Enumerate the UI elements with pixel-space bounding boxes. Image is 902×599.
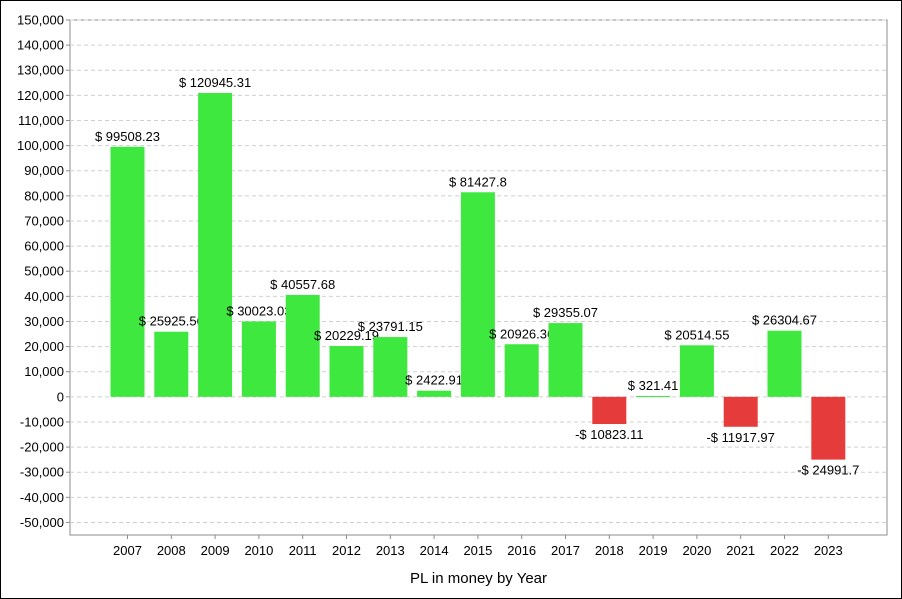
x-axis-title: PL in money by Year (410, 570, 547, 587)
y-tick-label: 60,000 (24, 239, 64, 254)
x-tick-label: 2017 (551, 543, 580, 558)
data-label: -$ 24991.7 (797, 463, 859, 478)
x-tick-label: 2007 (113, 543, 142, 558)
y-tick-label: 120,000 (17, 88, 64, 103)
data-label: $ 29355.07 (533, 305, 598, 320)
y-tick-label: 30,000 (24, 314, 64, 329)
data-label: $ 20926.36 (489, 326, 554, 341)
bar[interactable] (110, 146, 145, 397)
y-tick-label: 10,000 (24, 364, 64, 379)
x-tick-label: 2020 (682, 543, 711, 558)
x-tick-label: 2019 (639, 543, 668, 558)
bar[interactable] (198, 92, 233, 397)
bar[interactable] (548, 323, 583, 397)
y-tick-label: 80,000 (24, 188, 64, 203)
x-tick-label: 2023 (814, 543, 843, 558)
data-label: $ 30023.03 (226, 303, 291, 318)
y-tick-label: 20,000 (24, 339, 64, 354)
bar[interactable] (592, 396, 627, 425)
y-tick-label: 100,000 (17, 138, 64, 153)
data-label: -$ 10823.11 (575, 427, 643, 442)
bar[interactable] (417, 390, 452, 397)
y-tick-label: 0 (57, 389, 64, 404)
x-tick-label: 2012 (332, 543, 361, 558)
bar[interactable] (285, 294, 320, 397)
y-tick-label: 140,000 (17, 38, 64, 53)
bar[interactable] (723, 396, 758, 427)
data-label: $ 321.41 (628, 378, 679, 393)
y-tick-label: 110,000 (18, 113, 64, 128)
y-tick-label: -10,000 (20, 414, 64, 429)
data-label: $ 20514.55 (664, 327, 729, 342)
bar[interactable] (329, 346, 364, 397)
bar[interactable] (679, 345, 714, 397)
bar[interactable] (504, 344, 539, 397)
data-label: $ 2422.91 (405, 373, 463, 388)
y-tick-label: -30,000 (20, 465, 64, 480)
bar[interactable] (767, 330, 802, 397)
data-label: $ 81427.8 (449, 174, 507, 189)
bar[interactable] (460, 192, 495, 397)
data-label: $ 99508.23 (95, 129, 160, 144)
y-tick-label: -20,000 (20, 440, 64, 455)
bar[interactable] (154, 331, 189, 397)
x-tick-label: 2021 (726, 543, 755, 558)
bar[interactable] (811, 396, 846, 460)
x-tick-label: 2014 (420, 543, 449, 558)
data-label: $ 120945.31 (179, 75, 251, 90)
x-tick-label: 2016 (507, 543, 536, 558)
data-label: -$ 11917.97 (706, 430, 774, 445)
y-tick-label: 90,000 (24, 163, 64, 178)
data-label: $ 40557.68 (270, 277, 335, 292)
x-tick-label: 2015 (463, 543, 492, 558)
bar[interactable] (373, 337, 408, 397)
y-tick-label: -50,000 (20, 515, 64, 530)
x-tick-label: 2013 (376, 543, 405, 558)
x-tick-label: 2018 (595, 543, 624, 558)
data-label: $ 23791.15 (358, 319, 423, 334)
x-tick-label: 2022 (770, 543, 799, 558)
y-tick-label: 70,000 (24, 213, 64, 228)
y-tick-label: 40,000 (24, 289, 64, 304)
data-label: $ 26304.67 (752, 313, 817, 328)
x-tick-label: 2008 (157, 543, 186, 558)
y-tick-label: 50,000 (24, 264, 64, 279)
y-tick-label: 130,000 (17, 63, 64, 78)
x-tick-label: 2010 (244, 543, 273, 558)
x-tick-label: 2011 (289, 543, 317, 558)
data-label: $ 25925.56 (139, 314, 204, 329)
y-tick-label: 150,000 (17, 13, 64, 28)
y-tick-label: -40,000 (20, 490, 64, 505)
x-tick-label: 2009 (201, 543, 230, 558)
bar[interactable] (241, 321, 276, 397)
bar[interactable] (636, 396, 671, 398)
data-label: $ 20229.19 (314, 328, 379, 343)
